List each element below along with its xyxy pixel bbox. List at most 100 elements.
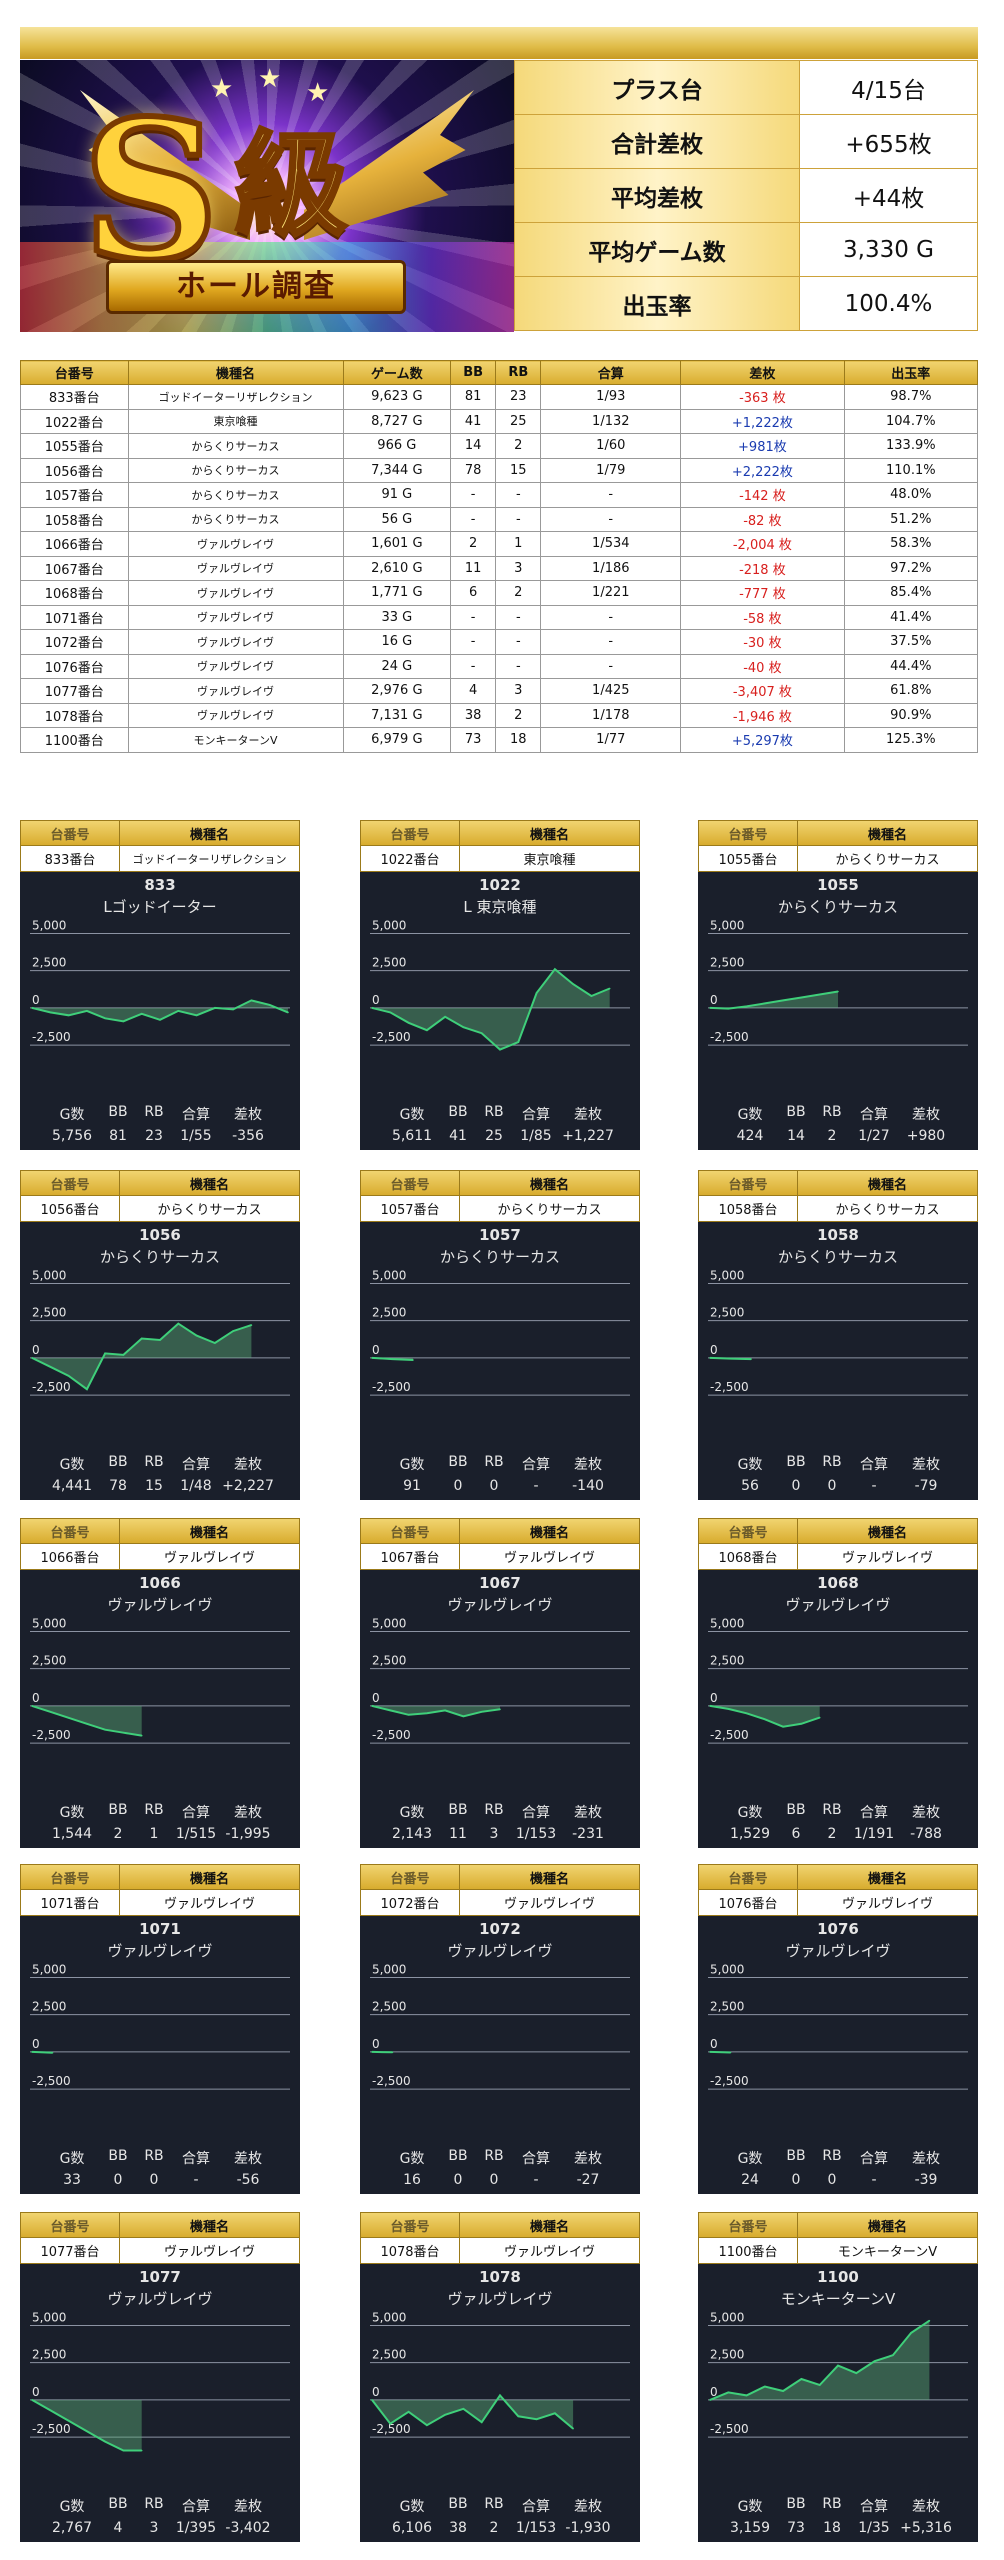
- graph-svg: 5,000 2,500 0 -2,500: [30, 1268, 290, 1396]
- cell-combined: 1/77: [540, 727, 682, 753]
- y-tick-label: 2,500: [372, 1306, 406, 1320]
- data-point: [407, 1022, 410, 1024]
- s-class-hall-survey-logo: ★ ★ ★ S 級 ホール調査: [20, 60, 514, 332]
- stat-value: 0: [453, 2172, 463, 2188]
- stat-value: -3,402: [225, 2520, 271, 2536]
- card-machine-no: 1072番台: [360, 1890, 460, 1916]
- y-tick-label: 2,500: [32, 2348, 66, 2362]
- card-header-machine-label: 機種名: [460, 2212, 640, 2238]
- series-area: [372, 2395, 574, 2429]
- column-header: 合算: [540, 360, 682, 385]
- banner-kyu-text: 級: [233, 121, 349, 251]
- stat-value: -1,995: [225, 1826, 271, 1842]
- data-point: [195, 1014, 198, 1017]
- data-point: [750, 1358, 752, 1360]
- stats-values: 1,529 6 2 1/191 -788: [698, 1826, 978, 1842]
- graph-title: L 東京喰種: [463, 898, 537, 916]
- graph-stats: G数 BB RB 合算 差枚 56 0 0 - -79: [698, 1454, 978, 1494]
- graph-title: からくりサーカス: [99, 1248, 220, 1266]
- data-point: [49, 2409, 52, 2412]
- data-point: [389, 2422, 392, 2425]
- graph-svg: 5,000 2,500 0 -2,500: [708, 1962, 968, 2090]
- stat-value: 23: [145, 1128, 163, 1144]
- card-header: 台番号 機種名: [698, 1864, 978, 1890]
- graph-panel: 833 Lゴッドイーター 5,000 2,500 0 -2,500 G数 BB RB 合算 差枚 5,…: [20, 872, 300, 1150]
- card-info-row: 1068番台 ヴァルヴレイヴ: [698, 1544, 978, 1570]
- stat-value: 5,611: [391, 1128, 433, 1144]
- card-header: 台番号 機種名: [698, 820, 978, 846]
- stat-value: 1: [149, 1826, 159, 1842]
- card-header-machine-label: 機種名: [120, 820, 300, 846]
- stat-label: G数: [399, 1457, 425, 1473]
- stat-label: 合算: [182, 2151, 210, 2167]
- cell-diff: +981枚: [680, 433, 845, 459]
- graph-svg: 5,000 2,500 0 -2,500: [30, 918, 290, 1046]
- stat-value: 11: [449, 1826, 467, 1842]
- cell-rb: 3: [495, 555, 542, 581]
- cell-machine-name: からくりサーカス: [127, 506, 344, 532]
- stat-label: 差枚: [234, 1805, 262, 1821]
- stat-value: 2: [113, 1826, 123, 1842]
- graph-number: 1067: [479, 1574, 521, 1592]
- cell-games: 16 G: [342, 629, 452, 655]
- stat-label: RB: [484, 1104, 504, 1120]
- cell-rate: 133.9%: [843, 433, 979, 459]
- machine-graph-card: 台番号 機種名 1078番台 ヴァルヴレイヴ 1078 ヴァルヴレイヴ 5,000 2,500…: [360, 2212, 640, 2542]
- stats-labels: G数 BB RB 合算 差枚: [20, 1454, 300, 1474]
- cell-diff: -30 枚: [680, 629, 845, 655]
- y-tick-label: 2,500: [32, 956, 66, 970]
- table-row: 1072番台 ヴァルヴレイヴ 16 G - - - -30 枚 37.5%: [20, 629, 979, 655]
- data-point: [480, 1711, 483, 1713]
- graph-number: 1055: [817, 876, 859, 894]
- stat-label: BB: [448, 1454, 468, 1470]
- graph-panel: 1077 ヴァルヴレイヴ 5,000 2,500 0 -2,500 G数 BB RB 合算 差枚 2,…: [20, 2264, 300, 2542]
- summary-row: 合計差枚 +655枚: [514, 114, 978, 169]
- stat-value: 16: [403, 2172, 421, 2188]
- stats-labels: G数 BB RB 合算 差枚: [698, 2496, 978, 2516]
- cell-machine-no: 1078番台: [20, 702, 129, 728]
- card-machine-no: 1071番台: [20, 1890, 120, 1916]
- top-gold-bar: [20, 27, 978, 59]
- data-point: [855, 2372, 858, 2374]
- stat-label: 差枚: [912, 1457, 940, 1473]
- data-point: [709, 2051, 711, 2053]
- data-point: [31, 1357, 33, 1359]
- data-point: [444, 1016, 446, 1018]
- y-tick-label: 5,000: [32, 1268, 66, 1282]
- stat-value: 15: [145, 1478, 163, 1494]
- cell-machine-name: からくりサーカス: [127, 457, 344, 483]
- card-machine-name: ヴァルヴレイヴ: [798, 1544, 978, 1570]
- y-tick-label: 5,000: [372, 1616, 406, 1630]
- data-point: [407, 1714, 410, 1716]
- stat-value: 2: [827, 1826, 837, 1842]
- card-info-row: 1056番台 からくりサーカス: [20, 1196, 300, 1222]
- data-point: [729, 1357, 732, 1360]
- cell-bb: 14: [450, 433, 497, 459]
- graph-number: 1100: [817, 2268, 859, 2286]
- stat-value: 38: [449, 2520, 467, 2536]
- stat-value: 0: [149, 2172, 159, 2188]
- column-header: RB: [495, 360, 542, 385]
- stat-label: RB: [484, 2148, 504, 2164]
- y-tick-label: 2,500: [710, 2000, 744, 2014]
- card-machine-no: 1056番台: [20, 1196, 120, 1222]
- cell-rate: 51.2%: [843, 506, 979, 532]
- card-machine-name: からくりサーカス: [460, 1196, 640, 1222]
- card-header: 台番号 機種名: [20, 1864, 300, 1890]
- stat-value: -27: [576, 2172, 600, 2188]
- data-point: [371, 1357, 373, 1359]
- data-point: [608, 987, 611, 990]
- y-tick-label: -2,500: [710, 2422, 749, 2436]
- data-point: [67, 1375, 70, 1377]
- cell-games: 1,771 G: [342, 580, 452, 606]
- cell-games: 91 G: [342, 482, 452, 508]
- cell-machine-name: 東京喰種: [127, 408, 344, 434]
- cell-machine-no: 1055番台: [20, 433, 129, 459]
- y-tick-label: 0: [372, 1691, 380, 1705]
- stat-value: 1/395: [175, 2520, 217, 2536]
- stats-values: 91 0 0 - -140: [360, 1478, 640, 1494]
- table-row: 1056番台 からくりサーカス 7,344 G 78 15 1/79 +2,222枚 110.…: [20, 457, 979, 483]
- stat-value: -: [871, 1478, 877, 1494]
- cell-diff: +2,222枚: [680, 457, 845, 483]
- machine-graph-card: 台番号 機種名 1022番台 東京喰種 1022 L 東京喰種 5,000 2,500 0 -2,…: [360, 820, 640, 1150]
